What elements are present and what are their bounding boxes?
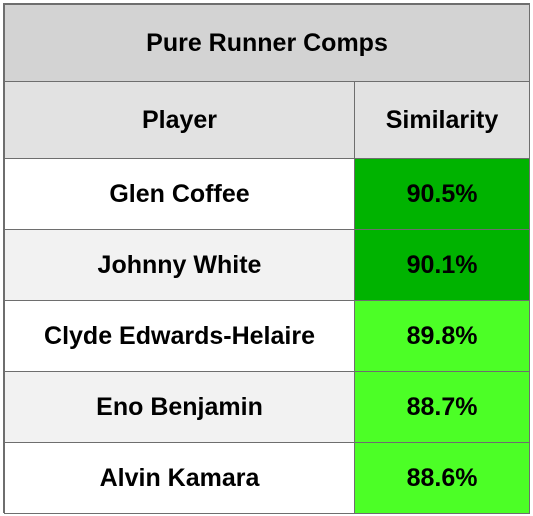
player-name: Alvin Kamara bbox=[4, 442, 355, 514]
header-row: Player Similarity bbox=[4, 81, 531, 159]
table-row: Alvin Kamara 88.6% bbox=[4, 442, 531, 514]
table-row: Johnny White 90.1% bbox=[4, 229, 531, 301]
table-row: Glen Coffee 90.5% bbox=[4, 158, 531, 230]
header-similarity: Similarity bbox=[353, 81, 531, 159]
player-name: Johnny White bbox=[4, 229, 355, 301]
similarity-value: 88.6% bbox=[353, 442, 531, 514]
header-player: Player bbox=[4, 81, 355, 159]
similarity-value: 88.7% bbox=[353, 371, 531, 443]
table-row: Eno Benjamin 88.7% bbox=[4, 371, 531, 443]
player-name: Glen Coffee bbox=[4, 158, 355, 230]
comps-table: Pure Runner Comps Player Similarity Glen… bbox=[3, 4, 531, 514]
similarity-value: 90.1% bbox=[353, 229, 531, 301]
table-row: Clyde Edwards-Helaire 89.8% bbox=[4, 300, 531, 372]
player-name: Eno Benjamin bbox=[4, 371, 355, 443]
table-title: Pure Runner Comps bbox=[3, 4, 531, 82]
similarity-value: 90.5% bbox=[353, 158, 531, 230]
title-row: Pure Runner Comps bbox=[3, 4, 531, 82]
comps-table-container: Pure Runner Comps Player Similarity Glen… bbox=[3, 3, 531, 514]
player-name: Clyde Edwards-Helaire bbox=[4, 300, 355, 372]
similarity-value: 89.8% bbox=[353, 300, 531, 372]
